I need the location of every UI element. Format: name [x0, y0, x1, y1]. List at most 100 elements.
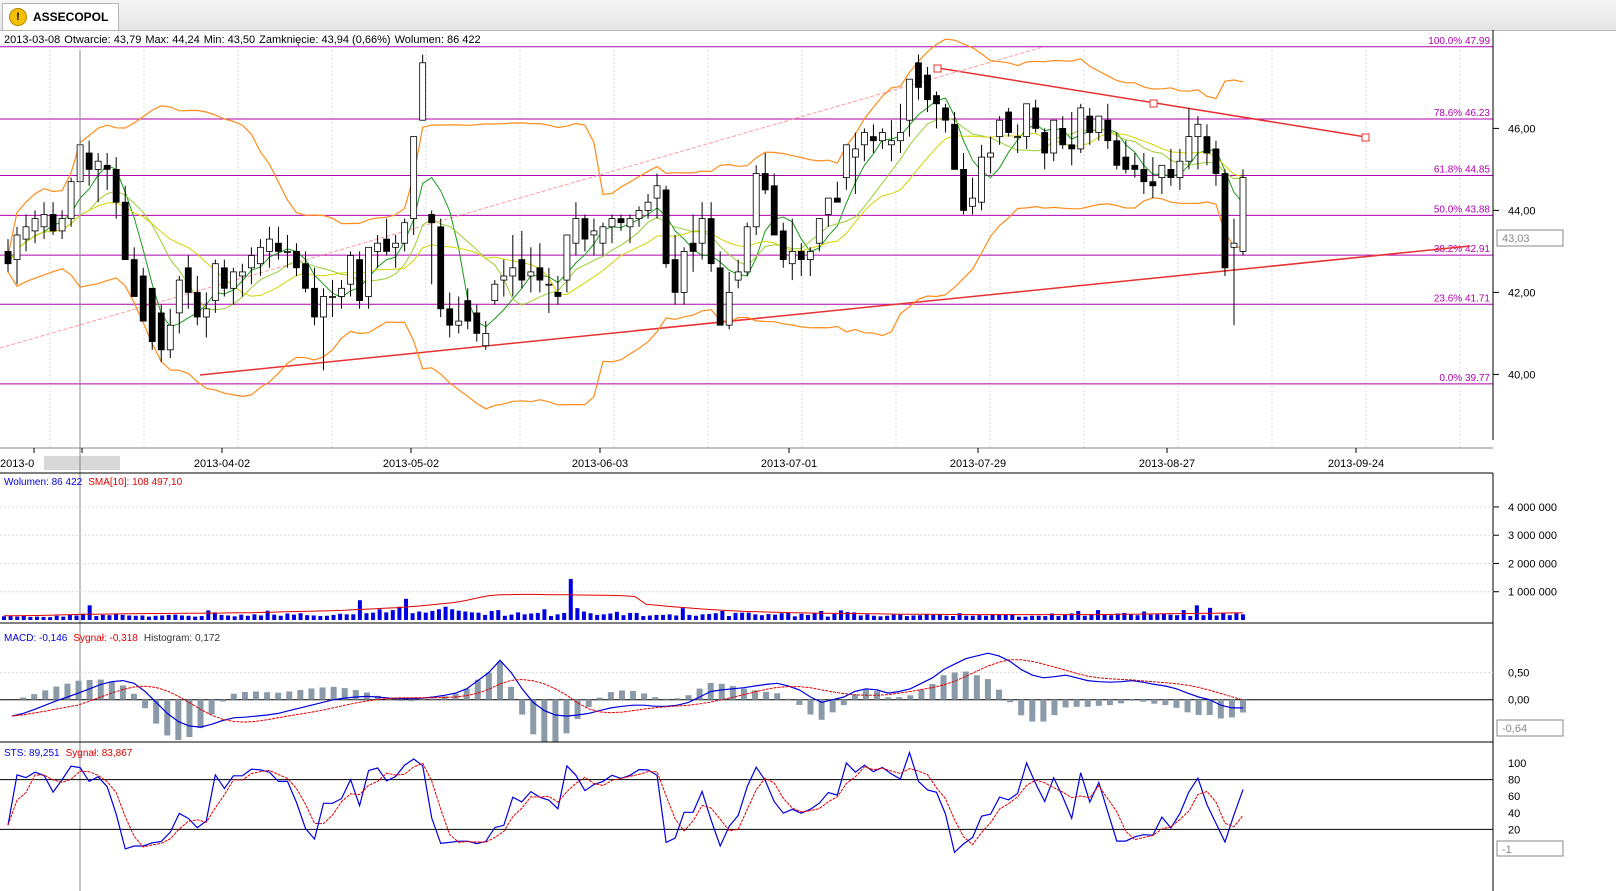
- volume-bar: [601, 614, 606, 620]
- volume-bar: [272, 614, 277, 620]
- volume-bar: [397, 606, 402, 620]
- volume-bar: [1135, 615, 1140, 620]
- histogram-bar: [896, 697, 903, 700]
- volume-bar: [489, 610, 494, 620]
- histogram-bar: [1184, 699, 1191, 713]
- tab-asseco[interactable]: ! ASSECOPOL: [2, 3, 120, 30]
- volume-bar: [133, 615, 138, 620]
- volume-bar: [146, 616, 151, 620]
- volume-bar: [713, 613, 718, 620]
- histogram-bar: [142, 699, 149, 709]
- volume-bar: [219, 614, 224, 620]
- fib-label: 23.6% 41.71: [1434, 293, 1491, 304]
- trend-lines[interactable]: [0, 46, 1471, 376]
- candle-body: [626, 218, 634, 228]
- volume-bar: [436, 609, 441, 620]
- histogram-bar: [940, 675, 947, 700]
- candle-body: [1050, 119, 1058, 154]
- volume-bar: [1161, 613, 1166, 620]
- histogram-bar: [1228, 699, 1235, 718]
- volume-bar: [298, 613, 303, 620]
- candle-body: [464, 300, 472, 322]
- candle-body: [662, 189, 670, 265]
- volume-bar: [746, 612, 751, 620]
- sma-legend: SMA[10]: 108 497,10: [88, 477, 182, 488]
- volume-bar: [634, 612, 639, 620]
- y-tick-label: 42,00: [1508, 287, 1536, 299]
- candle-body: [1149, 181, 1157, 187]
- volume-bar: [529, 613, 534, 620]
- candle-body: [572, 218, 580, 244]
- chart-area[interactable]: 2013-03-08 Otwarcie: 43,79 Max: 44,24 Min: …: [0, 30, 1616, 891]
- histogram-bar: [119, 685, 126, 700]
- candle-body: [996, 119, 1004, 137]
- fibonacci-levels: 100.0% 47.99 78.6% 46.23 61.8% 44.85 50.0% …: [0, 36, 1493, 385]
- histogram-bar: [1073, 699, 1080, 707]
- candle-body: [329, 296, 336, 298]
- candle-body: [942, 107, 949, 121]
- candle-body: [157, 312, 165, 351]
- volume-bar: [74, 615, 79, 620]
- volume-bar: [193, 616, 198, 620]
- candle-body: [1068, 144, 1076, 150]
- histogram-bar: [208, 699, 215, 715]
- volume-bar: [990, 614, 995, 620]
- volume-bar: [753, 614, 758, 620]
- candle-body: [644, 201, 652, 211]
- macd-signal-legend: Sygnał: -0,318: [73, 633, 138, 644]
- volume-bar: [858, 615, 863, 620]
- histogram-bar: [718, 683, 725, 700]
- histogram-bar: [1084, 699, 1091, 707]
- candle-body: [437, 226, 445, 310]
- volume-bar: [318, 616, 323, 620]
- candle-body: [1077, 107, 1085, 150]
- histogram-bar: [907, 695, 914, 700]
- volume-bar: [278, 615, 283, 620]
- candle-body: [752, 173, 760, 228]
- histogram-bar: [685, 695, 692, 700]
- info-close: Zamknięcie: 43,94 (0,66%): [259, 34, 390, 46]
- candle-body: [1014, 136, 1022, 138]
- histogram-bar: [1162, 699, 1169, 706]
- volume-bar: [667, 614, 672, 620]
- x-tick-label: 2013-09-24: [1328, 458, 1384, 470]
- candle-body: [599, 226, 607, 244]
- volume-bar: [654, 614, 659, 620]
- histogram-bar: [951, 672, 958, 700]
- volume-bar: [1010, 614, 1015, 620]
- volume-bar: [390, 610, 395, 620]
- volume-bar: [918, 615, 923, 620]
- candle-body: [383, 238, 391, 252]
- histogram-bar: [1029, 699, 1036, 722]
- histogram-bar: [374, 695, 381, 700]
- main-legend: 2013-03-08 Otwarcie: 43,79 Max: 44,24 Min: …: [4, 34, 481, 46]
- candle-body: [247, 255, 255, 269]
- candle-body: [1113, 140, 1121, 166]
- histogram-bar: [508, 686, 515, 700]
- candle-body: [824, 197, 832, 215]
- volume-bar: [28, 616, 33, 620]
- candle-body: [707, 218, 715, 265]
- candle-body: [563, 234, 571, 281]
- volume-bar: [825, 616, 830, 620]
- trend-handle: [1361, 133, 1370, 142]
- volume-bar: [34, 616, 39, 620]
- candle-body: [1032, 107, 1040, 129]
- candle-body: [238, 271, 246, 277]
- bollinger-upper: [7, 38, 1244, 256]
- volume-bar: [898, 614, 903, 620]
- sts-tick-label: 100: [1508, 758, 1526, 770]
- volume-bar: [61, 616, 66, 620]
- volume-bar: [423, 612, 428, 620]
- candle-body: [455, 320, 463, 326]
- histogram-bar: [519, 699, 526, 715]
- candle-body: [500, 275, 508, 281]
- histogram-bar: [885, 697, 892, 700]
- candle-body: [1203, 136, 1211, 154]
- volume-bar: [614, 611, 619, 620]
- ma-mid: [7, 116, 1244, 311]
- volume-bar: [252, 614, 257, 620]
- volume-bar: [160, 615, 165, 620]
- histogram-bar: [75, 680, 82, 700]
